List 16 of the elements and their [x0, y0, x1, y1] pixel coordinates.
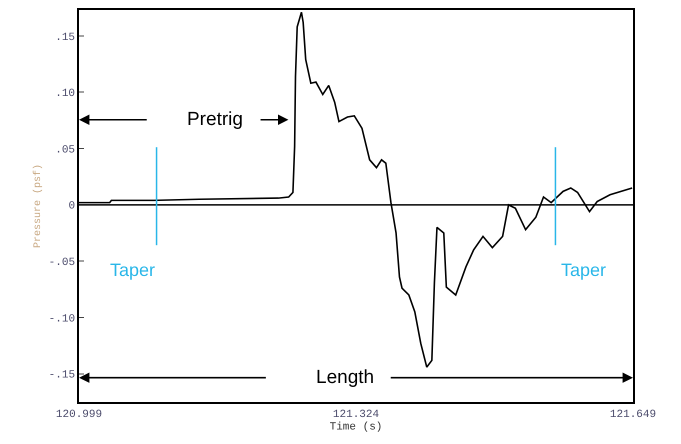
x-axis-title: Time (s)	[330, 422, 382, 434]
ref-line-label: Taper	[561, 260, 606, 280]
x-tick-label: 121.649	[610, 408, 656, 421]
x-tick-label: 121.324	[332, 408, 380, 421]
annotation: Pretrig	[187, 109, 243, 130]
y-tick-label: 0	[68, 200, 76, 213]
y-tick-label: .10	[55, 88, 76, 100]
y-tick-label: .05	[55, 144, 76, 156]
y-tick-label: -.10	[48, 313, 76, 326]
annotation: Length	[316, 367, 374, 388]
ref-line-label: Taper	[110, 260, 156, 280]
y-tick-label: -.15	[48, 370, 76, 382]
y-axis-title: Pressure (psf)	[32, 164, 44, 248]
y-tick-label: .15	[55, 32, 76, 44]
y-tick-label: -.05	[48, 257, 76, 270]
x-tick-label: 120.999	[56, 408, 102, 421]
